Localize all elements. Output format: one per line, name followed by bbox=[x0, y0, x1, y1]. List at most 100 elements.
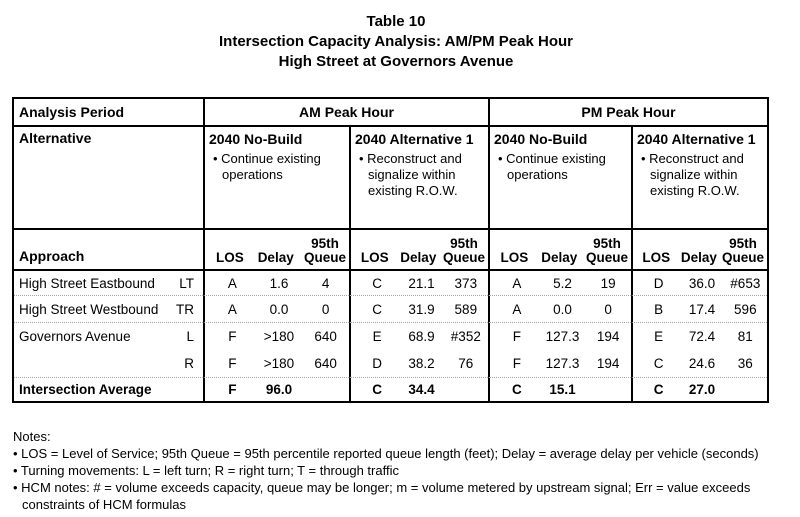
queue-value: 640 bbox=[314, 328, 337, 344]
metric-header-am-nobuild: LOS Delay 95th Queue bbox=[203, 228, 349, 269]
alt-name: 2040 No-Build bbox=[209, 131, 303, 147]
alternative-header-label: Alternative bbox=[19, 130, 92, 146]
los-value: C bbox=[372, 275, 383, 291]
table-row-cell: E 68.9 #352 bbox=[349, 322, 488, 349]
note-los-definition: • LOS = Level of Service; 95th Queue = 9… bbox=[13, 446, 759, 461]
queue-value: 589 bbox=[454, 301, 478, 317]
delay-header: Delay bbox=[541, 250, 578, 265]
delay-header: Delay bbox=[400, 250, 437, 265]
los-value: F bbox=[512, 355, 521, 371]
delay-value: 31.9 bbox=[408, 301, 435, 317]
metric-header-am-alt1: LOS Delay 95th Queue bbox=[349, 228, 488, 269]
los-header: LOS bbox=[216, 250, 244, 265]
alt-pm-alternative1-header: 2040 Alternative 1 • Reconstruct and sig… bbox=[631, 125, 767, 228]
los-value: C bbox=[653, 355, 664, 371]
summary-cell: C 27.0 bbox=[631, 377, 767, 401]
metric-header-pm-nobuild: LOS Delay 95th Queue bbox=[488, 228, 631, 269]
analysis-period-header: Analysis Period bbox=[19, 104, 125, 120]
alt-description: • Reconstruct and signalize within exist… bbox=[641, 151, 744, 198]
los-value: F bbox=[228, 382, 237, 397]
delay-value: 27.0 bbox=[688, 382, 716, 397]
delay-value: >180 bbox=[263, 328, 295, 344]
delay-value: 38.2 bbox=[408, 355, 435, 371]
alt-description: • Continue existing operations bbox=[213, 151, 321, 182]
los-value: A bbox=[512, 301, 522, 317]
queue-header: 95th Queue bbox=[585, 236, 628, 265]
delay-value: 68.9 bbox=[408, 328, 435, 344]
los-value: C bbox=[653, 382, 664, 397]
notes-heading: Notes: bbox=[13, 429, 51, 444]
summary-row-label: Intersection Average bbox=[14, 377, 203, 401]
los-header: LOS bbox=[642, 250, 671, 265]
table-row-cell: B 17.4 596 bbox=[631, 295, 767, 322]
los-value: F bbox=[228, 328, 237, 344]
table-row-cell: A 0.0 0 bbox=[488, 295, 631, 322]
los-value: E bbox=[372, 328, 382, 344]
table-row-cell: F >180 640 bbox=[203, 322, 349, 349]
capacity-analysis-table: Analysis Period AM Peak Hour PM Peak Hou… bbox=[12, 97, 769, 403]
table-row-label: High Street Westbound TR bbox=[14, 295, 203, 322]
delay-value: 1.6 bbox=[269, 275, 289, 291]
queue-value: 0 bbox=[321, 301, 330, 317]
table-row-cell: F 127.3 194 bbox=[488, 322, 631, 349]
los-value: A bbox=[227, 275, 237, 291]
los-value: A bbox=[227, 301, 237, 317]
los-value: B bbox=[654, 301, 664, 317]
delay-value: 5.2 bbox=[553, 275, 572, 291]
queue-value: 19 bbox=[600, 275, 616, 291]
summary-cell: C 15.1 bbox=[488, 377, 631, 401]
note-turning-movements: • Turning movements: L = left turn; R = … bbox=[13, 463, 399, 478]
alt-am-nobuild-header: 2040 No-Build • Continue existing operat… bbox=[203, 125, 349, 228]
movement-code: L bbox=[186, 328, 194, 344]
queue-header: 95th Queue bbox=[721, 236, 764, 265]
queue-value: 596 bbox=[734, 301, 757, 317]
queue-value: #352 bbox=[450, 328, 481, 344]
queue-value: 81 bbox=[737, 328, 753, 344]
table-row-cell: D 38.2 76 bbox=[349, 349, 488, 377]
alt-pm-nobuild-header: 2040 No-Build • Continue existing operat… bbox=[488, 125, 631, 228]
metric-header-pm-alt1: LOS Delay 95th Queue bbox=[631, 228, 767, 269]
summary-cell: F 96.0 bbox=[203, 377, 349, 401]
table-title-line2: Intersection Capacity Analysis: AM/PM Pe… bbox=[219, 33, 573, 50]
delay-value: 36.0 bbox=[688, 275, 716, 291]
los-value: C bbox=[511, 382, 522, 397]
delay-value: 17.4 bbox=[688, 301, 716, 317]
alt-name: 2040 No-Build bbox=[494, 131, 588, 147]
movement-code: TR bbox=[176, 301, 194, 317]
los-header: LOS bbox=[500, 250, 529, 265]
delay-value: 24.6 bbox=[688, 355, 716, 371]
alt-description: • Reconstruct and signalize within exist… bbox=[359, 151, 462, 198]
delay-value: 15.1 bbox=[549, 382, 576, 397]
queue-value: 373 bbox=[454, 275, 478, 291]
table-row-cell: D 36.0 #653 bbox=[631, 269, 767, 295]
summary-cell: C 34.4 bbox=[349, 377, 488, 401]
delay-value: 0.0 bbox=[553, 301, 572, 317]
approach-header: Approach bbox=[14, 228, 203, 269]
los-value: F bbox=[512, 328, 521, 344]
table-number: Table 10 bbox=[366, 13, 426, 30]
los-value: D bbox=[372, 355, 383, 371]
table-row-cell: C 21.1 373 bbox=[349, 269, 488, 295]
los-value: C bbox=[372, 301, 383, 317]
los-value: D bbox=[653, 275, 664, 291]
queue-value: 640 bbox=[314, 355, 337, 371]
table-row-label: High Street Eastbound LT bbox=[14, 269, 203, 295]
alt-name: 2040 Alternative 1 bbox=[355, 131, 474, 147]
queue-value: 4 bbox=[321, 275, 330, 291]
table-row-cell: A 5.2 19 bbox=[488, 269, 631, 295]
delay-header: Delay bbox=[680, 250, 717, 265]
los-value: A bbox=[512, 275, 522, 291]
los-value: C bbox=[372, 382, 383, 397]
table-row-cell: A 0.0 0 bbox=[203, 295, 349, 322]
notes-section: Notes: • LOS = Level of Service; 95th Qu… bbox=[13, 428, 785, 513]
table-row-cell: F 127.3 194 bbox=[488, 349, 631, 377]
queue-value: #653 bbox=[730, 275, 761, 291]
delay-value: 0.0 bbox=[269, 301, 289, 317]
alt-name: 2040 Alternative 1 bbox=[637, 131, 756, 147]
table-row-cell: E 72.4 81 bbox=[631, 322, 767, 349]
delay-value: 21.1 bbox=[408, 275, 435, 291]
queue-header: 95th Queue bbox=[303, 236, 346, 265]
table-title-line3: High Street at Governors Avenue bbox=[278, 53, 514, 70]
am-peak-hour-header: AM Peak Hour bbox=[203, 99, 488, 125]
los-header: LOS bbox=[360, 250, 389, 265]
